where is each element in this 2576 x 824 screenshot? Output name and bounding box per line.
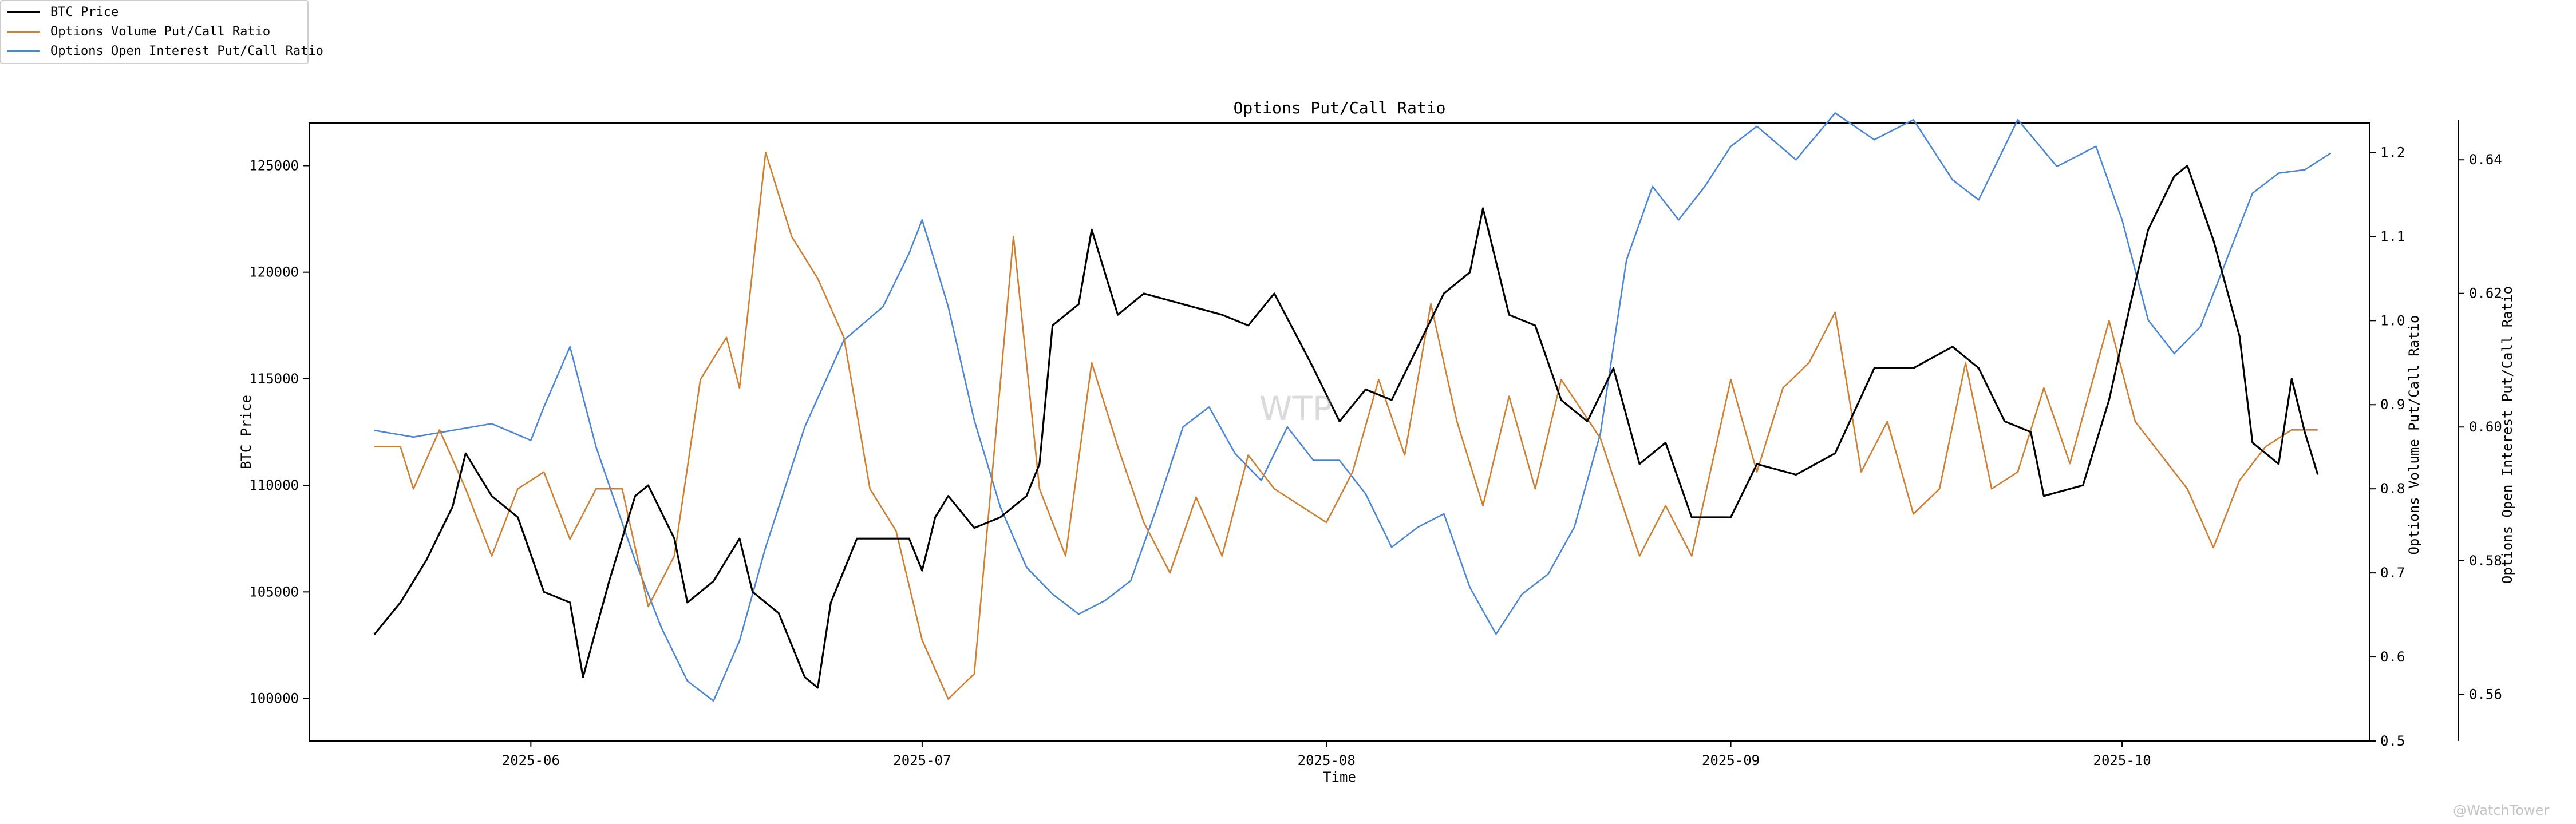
y-axis-label-oi: Options Open Interest Put/Call Ratio [2499, 286, 2515, 584]
oi-tick-label-2: 0.60 [2469, 419, 2502, 435]
price-tick-label-2: 110000 [249, 477, 299, 493]
volume-tick-label-1: 0.6 [2380, 649, 2405, 665]
legend-swatch-volume [7, 30, 40, 33]
legend-swatch-btc [7, 11, 40, 13]
oi-tick-label-4: 0.64 [2469, 152, 2502, 168]
y-axis-label-volume: Options Volume Put/Call Ratio [2406, 315, 2422, 554]
oi-tick-label-3: 0.62 [2469, 286, 2502, 302]
price-tick-label-4: 120000 [249, 264, 299, 280]
price-tick-label-5: 125000 [249, 157, 299, 173]
legend-label-btc: BTC Price [50, 5, 119, 19]
volume-tick-label-3: 0.8 [2380, 481, 2405, 497]
volume-tick-label-5: 1.0 [2380, 312, 2405, 328]
volume-ratio-line [374, 152, 2318, 700]
legend-label-oi: Options Open Interest Put/Call Ratio [50, 43, 323, 58]
volume-tick-label-6: 1.1 [2380, 228, 2405, 244]
chart-title: Options Put/Call Ratio [1234, 98, 1446, 117]
volume-tick-label-7: 1.2 [2380, 144, 2405, 160]
btc-price-line [373, 164, 2319, 689]
x-axis-label: Time [1323, 769, 1356, 785]
legend-item-btc-price: BTC Price [7, 3, 118, 21]
volume-tick-label-2: 0.7 [2380, 565, 2405, 581]
plot-frame [309, 122, 2370, 742]
volume-tick-label-4: 0.9 [2380, 397, 2405, 413]
price-tick-label-0: 100000 [249, 691, 299, 707]
x-tick-label-3: 2025-09 [1702, 752, 1760, 768]
watermark: WTP [1259, 389, 1333, 428]
legend: BTC Price Options Volume Put/Call Ratio … [0, 0, 323, 64]
oi-tick-label-1: 0.58 [2469, 553, 2502, 569]
legend-item-oi-ratio: Options Open Interest Put/Call Ratio [7, 42, 323, 60]
legend-label-volume: Options Volume Put/Call Ratio [50, 24, 271, 39]
oi-ratio-line [374, 112, 2332, 702]
x-tick-label-0: 2025-06 [502, 752, 560, 768]
axis-ticks: 2025-06 2025-07 2025-08 2025-09 2025-10 10000… [249, 144, 2502, 768]
y-axis-label-price: BTC Price [238, 395, 254, 469]
footer-watermark: @WatchTower [2453, 802, 2550, 818]
legend-item-volume-ratio: Options Volume Put/Call Ratio [7, 23, 270, 40]
x-tick-label-1: 2025-07 [893, 752, 951, 768]
series-lines [373, 112, 2332, 702]
oi-tick-label-0: 0.56 [2469, 686, 2502, 702]
legend-swatch-oi [7, 50, 40, 52]
volume-tick-label-0: 0.5 [2380, 733, 2405, 749]
x-tick-label-2: 2025-08 [1298, 752, 1356, 768]
price-tick-label-3: 115000 [249, 371, 299, 387]
x-tick-label-4: 2025-10 [2093, 752, 2151, 768]
price-tick-label-1: 105000 [249, 584, 299, 600]
